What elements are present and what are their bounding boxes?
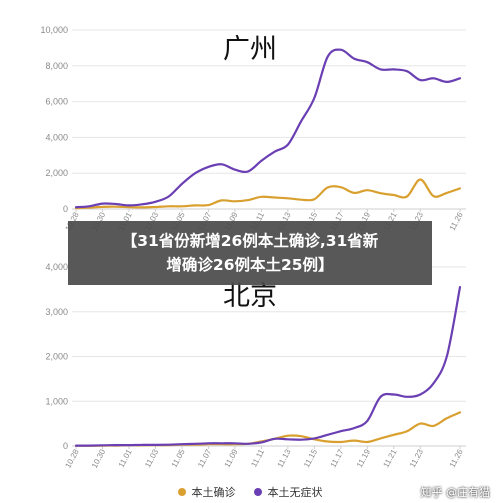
y-tick-label: 3,000 bbox=[45, 307, 68, 317]
x-tick-label: 11.03 bbox=[143, 447, 160, 469]
y-tick-label: 0 bbox=[63, 204, 68, 214]
series-line-confirmed bbox=[74, 178, 462, 210]
headline-line-1: 【31省份新增26例本土确诊,31省新 bbox=[121, 232, 379, 250]
legend-label-confirmed: 本土确诊 bbox=[191, 486, 236, 499]
x-tick-label: 11.01 bbox=[117, 447, 134, 469]
headline-line-2: 增确诊26例本土25例】 bbox=[166, 256, 334, 274]
y-tick-label: 6,000 bbox=[45, 97, 68, 107]
series-line-asymptomatic bbox=[74, 286, 462, 447]
x-tick-label: 11.07 bbox=[196, 447, 213, 469]
watermark: 知乎 @庄有猫 bbox=[420, 486, 491, 499]
x-tick-label: 11.26 bbox=[448, 447, 465, 469]
y-tick-label: 2,000 bbox=[45, 168, 68, 178]
y-tick-label: 4,000 bbox=[45, 132, 68, 142]
x-tick-label: 11.15 bbox=[302, 447, 319, 469]
x-tick-label: 11.05 bbox=[170, 447, 187, 469]
x-tick-label: 11.26 bbox=[448, 210, 465, 232]
y-tick-label: 10,000 bbox=[40, 25, 68, 35]
legend-dot-asymptomatic bbox=[253, 488, 262, 496]
legend-dot-confirmed bbox=[177, 488, 186, 496]
x-tick-label: 11.11 bbox=[249, 447, 266, 468]
headline-banner: 【31省份新增26例本土确诊,31省新 增确诊26例本土25例】 bbox=[68, 221, 432, 285]
y-tick-label: 2,000 bbox=[45, 352, 68, 362]
legend-label-asymptomatic: 本土无症状 bbox=[267, 486, 323, 499]
x-tick-label: 11.23 bbox=[408, 447, 425, 469]
x-tick-label: 11.13 bbox=[276, 447, 293, 469]
y-tick-label: 0 bbox=[63, 441, 68, 451]
chart-title: 北京 bbox=[223, 281, 277, 312]
legend: 本土确诊 本土无症状 bbox=[0, 483, 500, 501]
legend-item-confirmed: 本土确诊 bbox=[177, 484, 236, 500]
x-tick-label: 10.30 bbox=[90, 447, 108, 469]
chart-title: 广州 bbox=[223, 34, 277, 65]
guangzhou-chart: 02,0004,0006,0008,00010,00010.2810.3011.… bbox=[40, 25, 466, 233]
series-line-asymptomatic bbox=[74, 48, 462, 209]
y-tick-label: 4,000 bbox=[45, 262, 68, 272]
x-tick-label: 11.21 bbox=[381, 447, 398, 469]
x-tick-label: 11.17 bbox=[329, 447, 346, 469]
y-tick-label: 8,000 bbox=[45, 61, 68, 71]
x-tick-label: 11.19 bbox=[355, 447, 372, 469]
x-tick-label: 11.09 bbox=[223, 447, 240, 469]
legend-item-asymptomatic: 本土无症状 bbox=[253, 484, 323, 500]
y-tick-label: 1,000 bbox=[45, 396, 68, 406]
